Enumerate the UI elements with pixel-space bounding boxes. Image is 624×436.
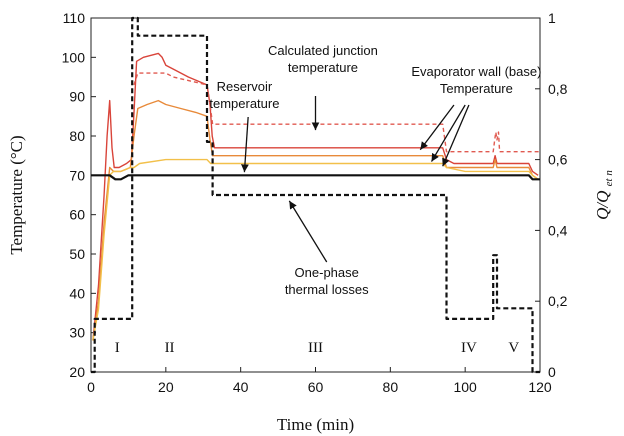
x-tick-label: 60 — [308, 379, 324, 395]
annotation-losses-line2: thermal losses — [285, 282, 369, 297]
y-tick-label: 50 — [69, 246, 85, 262]
y2-tick-label: 0 — [548, 364, 556, 380]
y-tick-label: 110 — [63, 10, 86, 26]
phase-label: IV — [461, 340, 477, 356]
phase-label: III — [308, 340, 323, 356]
x-tick-label: 100 — [453, 379, 477, 395]
x-tick-label: 20 — [158, 379, 174, 395]
y-tick-label: 30 — [69, 325, 85, 341]
x-tick-label: 0 — [87, 379, 95, 395]
x-tick-label: 80 — [383, 379, 399, 395]
phase-label: I — [115, 340, 120, 356]
y2-tick-label: 0,4 — [548, 222, 568, 238]
y2-tick-label: 0,2 — [548, 293, 568, 309]
annotation-reservoir-line2: temperature — [209, 96, 279, 111]
annotation-calculated-line1: Calculated junction — [268, 43, 378, 58]
y-tick-label: 20 — [69, 364, 85, 380]
x-axis-title: Time (min) — [277, 415, 354, 434]
y-tick-label: 90 — [69, 89, 85, 105]
y-tick-label: 40 — [69, 285, 85, 301]
annotation-losses-line1: One-phase — [295, 265, 359, 280]
y2-tick-label: 0,6 — [548, 152, 568, 168]
annotation-reservoir-line1: Reservoir — [217, 79, 273, 94]
x-tick-label: 120 — [528, 379, 552, 395]
x-tick-label: 40 — [233, 379, 249, 395]
y2-axis-title-main: Q/Q — [593, 191, 612, 220]
y2-tick-label: 0,8 — [548, 81, 568, 97]
annotation-evaporator-line1: Evaporator wall (base) — [411, 64, 541, 79]
y-tick-label: 60 — [69, 207, 85, 223]
y2-axis-title-sub: et n — [603, 170, 615, 187]
phase-label: II — [165, 340, 175, 356]
y-axis-title: Temperature (°C) — [7, 135, 26, 254]
y-tick-label: 70 — [69, 167, 85, 183]
annotation-calculated-line2: temperature — [288, 60, 358, 75]
annotation-evaporator-line2: Temperature — [440, 81, 513, 96]
y-tick-label: 80 — [69, 128, 85, 144]
y2-tick-label: 1 — [548, 10, 556, 26]
phase-label: V — [508, 340, 519, 356]
y-tick-label: 100 — [62, 49, 86, 65]
